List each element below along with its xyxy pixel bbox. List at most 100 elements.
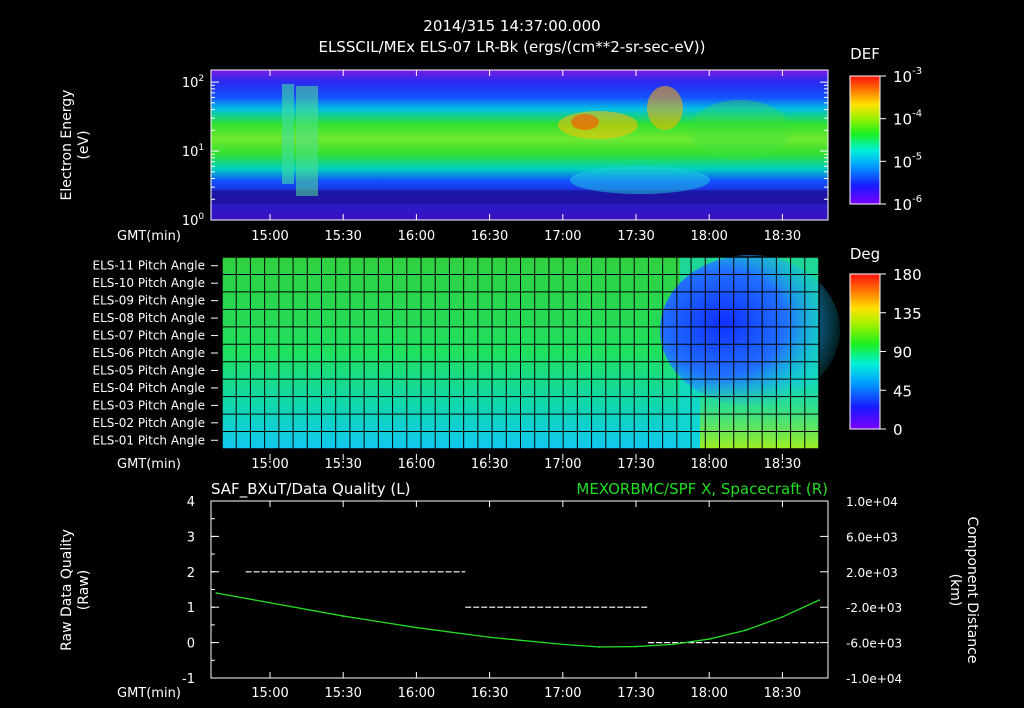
x-tick-label: 18:00 [690,457,727,472]
y-tick-base: 10 [182,145,199,160]
x-tick-label: 17:30 [617,686,654,701]
y-right-tick-label: 1.0e+04 [846,495,898,509]
spectrogram-feature-green-late [690,100,790,160]
line-ylabel-left-1: Raw Data Quality [59,529,75,651]
def-tick-label: 10-3 [893,66,922,86]
spacecraft-distance-line [216,592,820,648]
spacecraft-distance-point [671,643,674,646]
deg-tick-label: 180 [893,266,922,284]
pa-row-label: ELS-11 Pitch Angle [93,259,205,273]
deg-tick-label: 45 [893,382,912,400]
spectrogram-feature-cyan [570,166,710,194]
y-left-tick-label: 3 [187,530,195,545]
spectrogram-dark-band [211,190,828,204]
def-tick-exp: -6 [912,194,922,205]
def-tick-label: 10-5 [893,151,922,171]
spectrogram-feature-hot-2 [571,114,599,130]
y-right-tick-label: -2.0e+03 [846,601,902,615]
spectrogram-feature-burst-2 [296,86,318,196]
line-right-y-ticks: 1.0e+04 6.0e+03 2.0e+03 -2.0e+03 -6.0e+03 -1.… [820,495,902,686]
line-right-title: MEXORBMC/SPF X, Spacecraft (R) [576,480,828,498]
pa-row-label: ELS-10 Pitch Angle [93,276,205,290]
pa-row-label: ELS-04 Pitch Angle [93,381,205,395]
def-colorbar [849,75,881,205]
line-time-label: GMT(min) [117,686,181,701]
y-left-tick-label: 4 [187,495,195,510]
x-tick-label: 17:30 [617,229,654,244]
deg-colorbar-title: Deg [850,245,880,263]
x-tick-label: 18:30 [764,457,801,472]
spacecraft-distance-point [708,638,711,640]
x-tick-label: 16:00 [398,229,435,244]
line-series [215,571,820,648]
plot-timestamp: 2014/315 14:37:00.000 [423,17,600,35]
spectrogram-ylabel-1: Electron Energy [59,90,75,201]
x-tick-label: 15:00 [251,457,288,472]
y-tick-base: 10 [182,76,199,91]
line-ylabel-left-2: (Raw) [76,570,92,610]
line-x-ticks: 15:00 15:30 16:00 16:30 17:00 17:30 18:00 18:30 [251,501,801,701]
plot-title: ELSSCIL/MEx ELS-07 LR-Bk (ergs/(cm**2-sr… [318,38,705,56]
spacecraft-distance-point [269,601,271,604]
pa-row-label: ELS-07 Pitch Angle [93,329,205,343]
deg-colorbar [849,273,881,430]
def-tick-exp: -4 [912,109,922,120]
x-tick-label: 18:00 [690,686,727,701]
def-tick-exp: -5 [912,151,922,162]
x-tick-label: 17:00 [544,229,581,244]
line-plot-frame [210,500,829,679]
spectrogram-frame [210,69,829,221]
pa-row-label: ELS-06 Pitch Angle [93,346,205,360]
spacecraft-distance-point [342,615,345,617]
x-tick-label: 18:30 [764,229,801,244]
x-tick-label: 16:00 [398,686,435,701]
y-right-tick-label: 2.0e+03 [846,566,898,580]
def-colorbar-ticks: 10-310-410-510-6 [880,66,922,214]
y-tick-base: 10 [182,214,199,229]
y-tick-label: 101 [182,143,204,160]
x-tick-label: 16:30 [471,686,508,701]
x-tick-label: 15:00 [251,686,288,701]
deg-colorbar-ticks: 180 135 90 45 0 [880,266,922,439]
spectrogram-ylabel-2: (eV) [76,130,92,159]
pa-row-label: ELS-05 Pitch Angle [93,363,205,377]
y-right-tick-label: -1.0e+04 [846,672,902,686]
y-tick-exp: 0 [198,212,204,222]
spacecraft-distance-point [818,599,820,602]
x-tick-label: 15:30 [324,229,361,244]
x-tick-label: 17:00 [544,686,581,701]
spectrogram-feature-hot-3 [647,86,683,130]
spacecraft-distance-point [635,645,637,648]
pitch-angle-x-ticks: 15:00 15:30 16:00 16:30 17:00 17:30 18:00 18:30 [251,454,801,472]
y-right-tick-label: 6.0e+03 [846,530,898,544]
pa-row-label: ELS-03 Pitch Angle [93,398,205,412]
pitch-angle-time-label: GMT(min) [117,457,181,472]
y-left-tick-label: 0 [187,637,195,652]
line-left-y-ticks: 4 3 2 1 0 -1 [182,495,219,687]
x-tick-label: 16:30 [471,457,508,472]
y-left-tick-label: 1 [187,601,195,616]
def-tick-base: 10 [893,111,912,129]
def-tick-base: 10 [893,68,912,86]
pa-row-label: ELS-01 Pitch Angle [93,433,205,447]
y-tick-exp: 2 [198,74,204,84]
line-ylabel-right-1: Component Distance [964,517,980,664]
y-tick-label: 100 [182,212,205,229]
def-tick-label: 10-6 [893,194,922,214]
y-tick-label: 102 [182,74,204,91]
pa-row-label: ELS-09 Pitch Angle [93,294,205,308]
spacecraft-distance-point [598,646,601,648]
x-tick-label: 18:00 [690,229,727,244]
line-left-title: SAF_BXuT/Data Quality (L) [211,480,411,499]
spacecraft-distance-point [561,643,564,646]
spectrogram-time-label: GMT(min) [117,229,181,244]
x-tick-label: 15:30 [324,457,361,472]
deg-tick-label: 90 [893,344,912,362]
x-tick-label: 15:30 [324,686,361,701]
spectrogram-panel [210,69,829,221]
deg-tick-label: 0 [893,421,903,439]
x-tick-label: 15:00 [251,229,288,244]
spacecraft-distance-point [215,592,218,594]
spectrogram-x-ticks: 15:00 15:30 16:00 16:30 17:00 17:30 18:00 18:30 [251,70,801,244]
